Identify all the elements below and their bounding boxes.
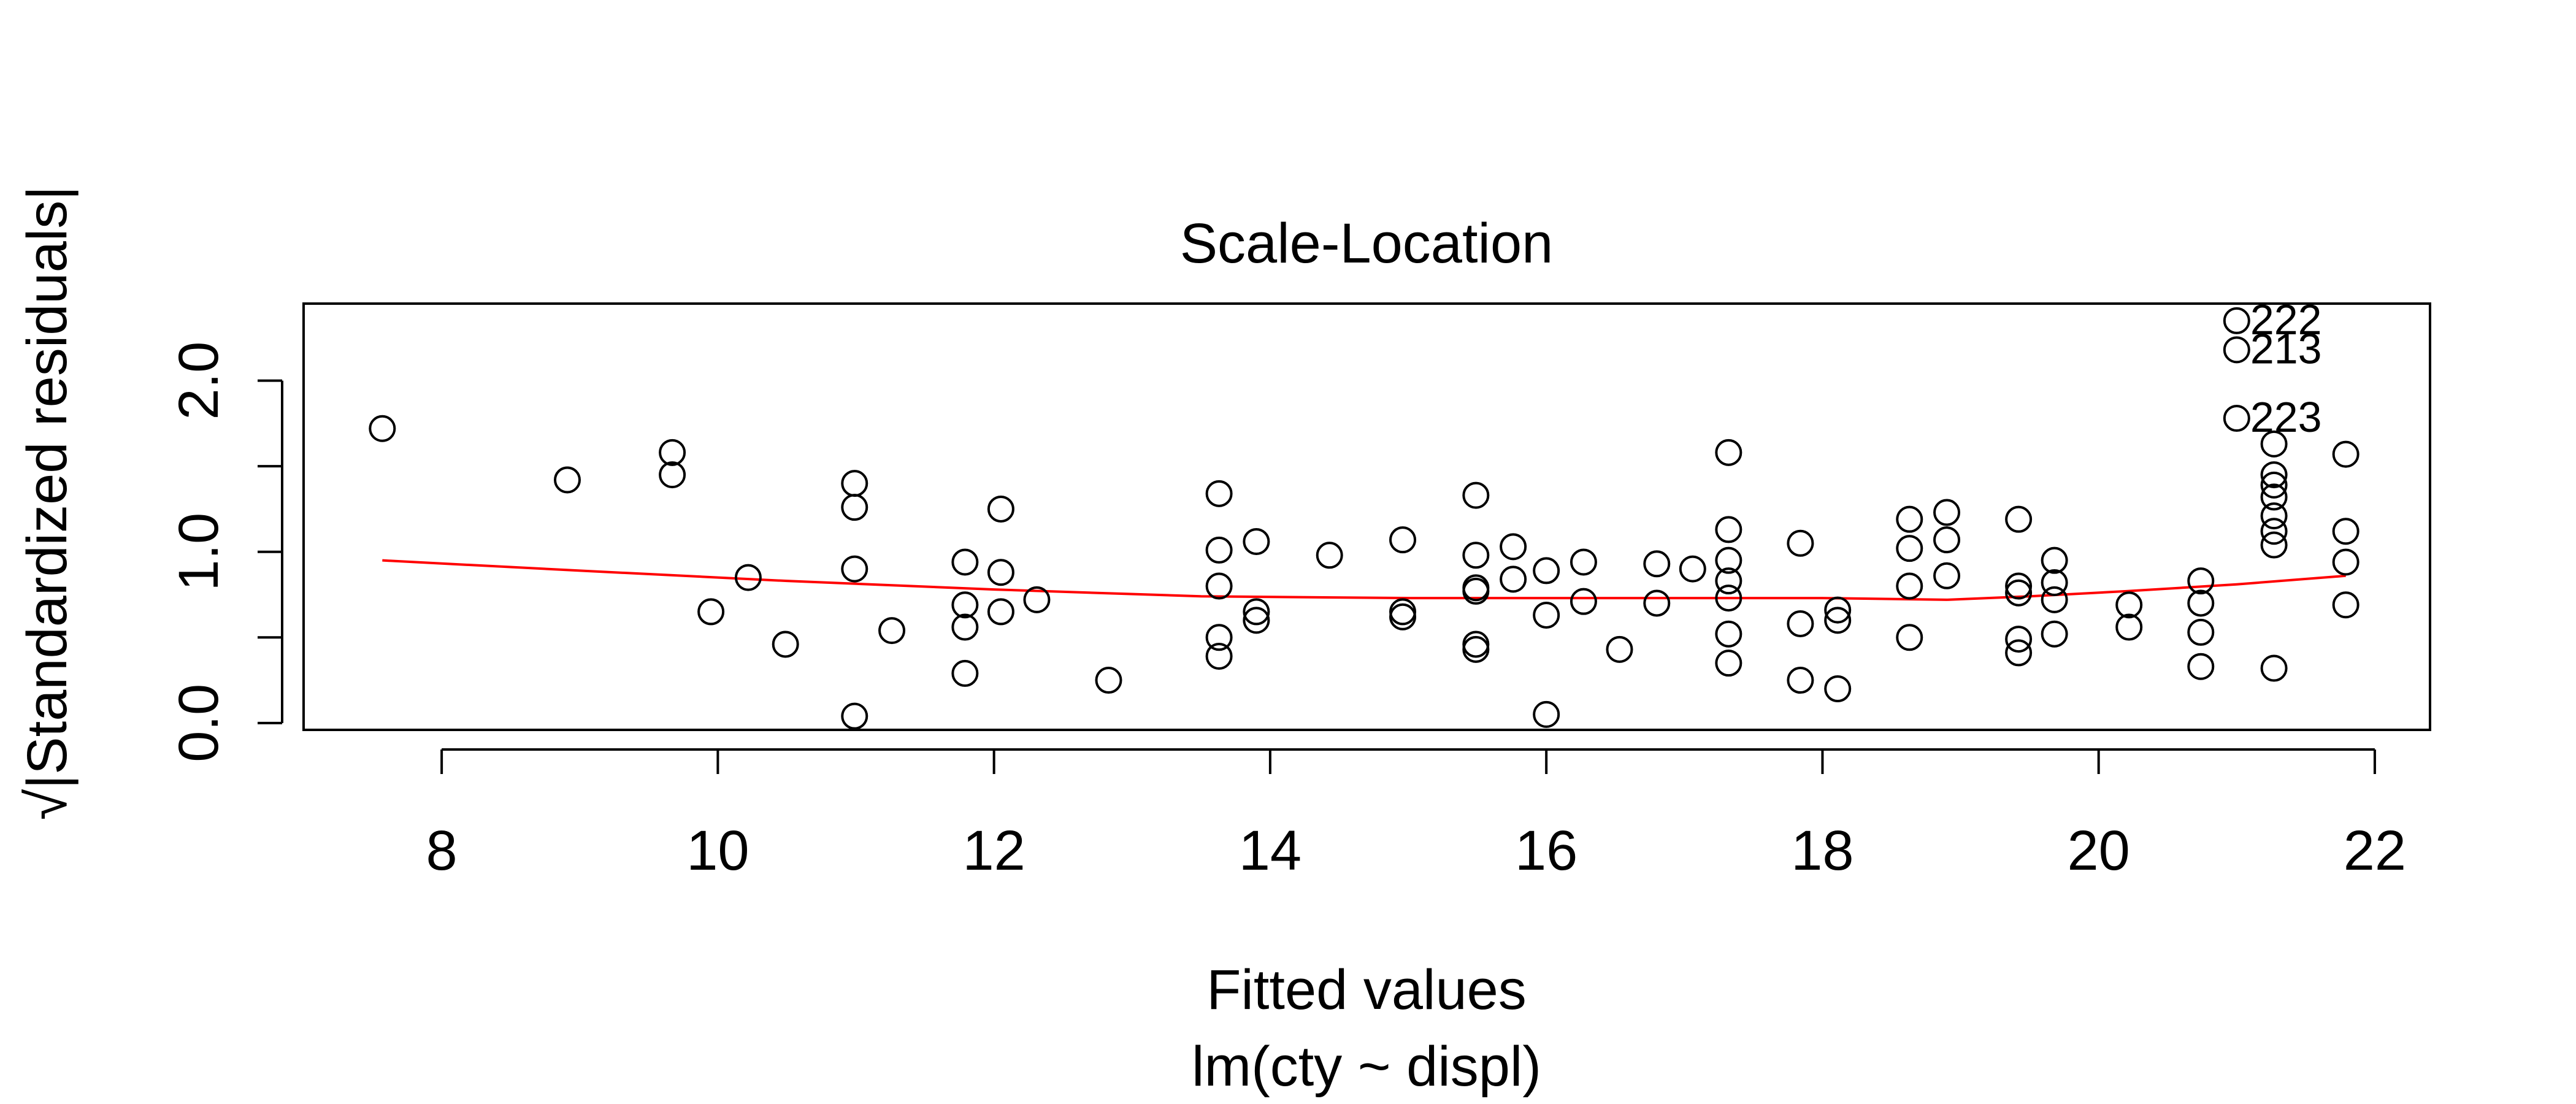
x-tick-label: 14: [1239, 819, 1301, 882]
x-tick-label: 8: [426, 819, 458, 882]
x-tick-label: 20: [2068, 819, 2130, 882]
x-tick-label: 16: [1515, 819, 1577, 882]
chart-title: Scale-Location: [1180, 212, 1554, 275]
x-tick-label: 22: [2344, 819, 2406, 882]
x-tick-label: 18: [1791, 819, 1853, 882]
x-tick-label: 10: [686, 819, 749, 882]
y-tick-label: 1.0: [167, 513, 230, 591]
y-axis-label: √|Standardized residuals|: [16, 186, 79, 820]
x-tick-label: 12: [962, 819, 1025, 882]
point-annotation: 223: [2250, 393, 2322, 441]
y-tick-label: 0.0: [167, 684, 230, 762]
x-axis-label: Fitted values: [1206, 959, 1527, 1021]
y-tick-label: 2.0: [167, 342, 230, 420]
model-formula-label: lm(cty ~ displ): [1192, 1035, 1541, 1098]
point-annotation: 213: [2250, 324, 2322, 372]
